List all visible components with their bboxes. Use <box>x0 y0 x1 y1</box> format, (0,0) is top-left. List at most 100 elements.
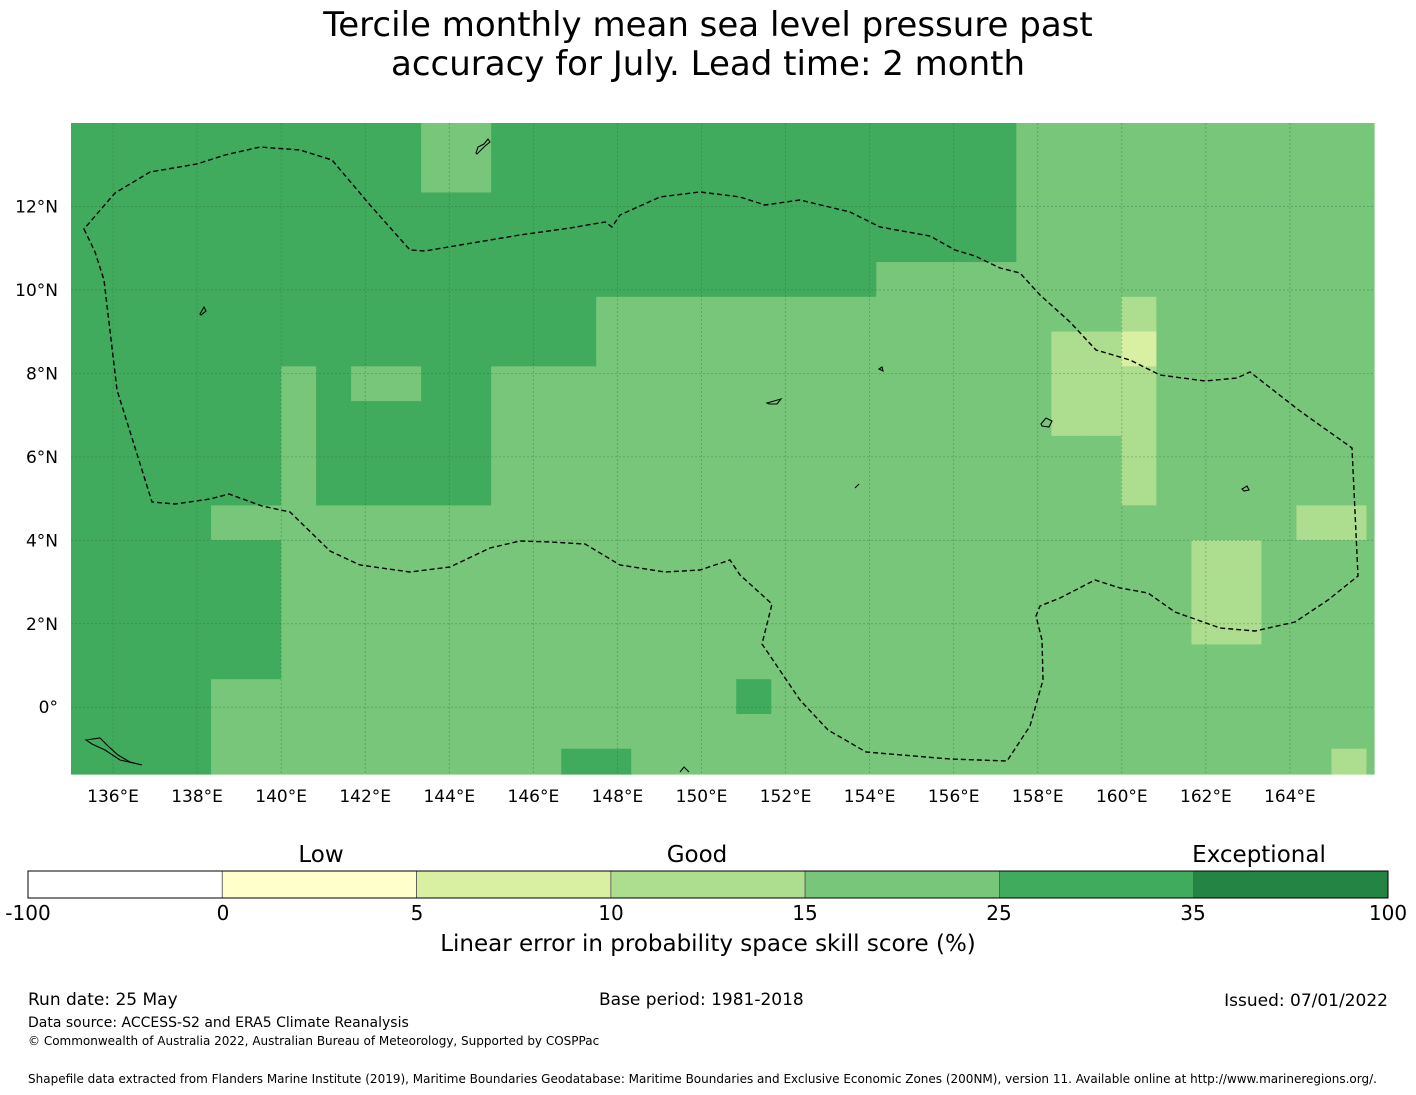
skill-cell <box>806 540 842 576</box>
skill-cell <box>631 262 667 298</box>
skill-cell <box>666 157 702 194</box>
skill-cell <box>246 296 282 333</box>
skill-cell <box>561 644 597 680</box>
skill-cell <box>771 227 807 263</box>
skill-cell <box>71 296 107 333</box>
issued-date: Issued: 07/01/2022 <box>1224 991 1388 1011</box>
skill-cell <box>1121 262 1157 298</box>
skill-cell <box>1226 505 1263 541</box>
skill-cell <box>771 435 807 472</box>
skill-cell <box>701 296 737 333</box>
skill-cell <box>561 574 597 611</box>
skill-cell <box>211 644 247 680</box>
skill-cell <box>246 262 282 298</box>
skill-cell <box>1296 470 1333 506</box>
skill-cell <box>1261 435 1298 472</box>
skill-cell <box>1051 401 1087 437</box>
base-period: Base period: 1981-2018 <box>599 990 804 1010</box>
skill-cell <box>281 644 317 680</box>
skill-cell <box>246 644 282 680</box>
skill-cell <box>106 574 142 611</box>
skill-cell <box>1261 227 1298 263</box>
longitude-labels: 136°E 138°E 140°E 142°E 144°E 146°E 148°E 150°E… <box>87 787 1316 807</box>
longitude-label: 140°E <box>255 787 307 807</box>
skill-cell <box>1261 713 1298 750</box>
skill-cell <box>421 540 457 576</box>
skill-cells <box>71 123 1375 775</box>
skill-cell <box>1086 401 1122 437</box>
skill-cell <box>1331 366 1368 402</box>
skill-cell <box>1191 679 1228 715</box>
skill-cell <box>211 435 247 472</box>
skill-cell <box>666 366 702 402</box>
skill-cell <box>456 713 492 750</box>
skill-cell <box>806 296 842 333</box>
skill-cell <box>771 296 807 333</box>
skill-cell <box>141 644 177 680</box>
skill-cell <box>666 505 702 541</box>
skill-cell <box>1331 227 1368 263</box>
skill-cell <box>211 505 247 541</box>
skill-cell <box>351 540 387 576</box>
skill-cell <box>806 679 842 715</box>
skill-cell <box>421 505 457 541</box>
skill-cell <box>596 296 632 333</box>
skill-cell <box>491 435 527 472</box>
skill-cell <box>1051 262 1087 298</box>
skill-cell <box>456 262 492 298</box>
skill-cell <box>1226 679 1263 715</box>
skill-cell <box>666 227 702 263</box>
skill-cell <box>1296 331 1333 367</box>
skill-cell <box>911 123 947 159</box>
skill-cell <box>911 366 947 402</box>
skill-cell <box>841 227 877 263</box>
skill-cell <box>1156 296 1193 333</box>
skill-cell <box>211 123 247 159</box>
skill-cell <box>806 401 842 437</box>
skill-cell <box>491 540 527 576</box>
skill-cell <box>211 609 247 646</box>
skill-cell <box>1226 540 1263 576</box>
skill-cell <box>526 470 562 506</box>
skill-cell <box>806 435 842 472</box>
skill-cell <box>666 435 702 472</box>
skill-cell <box>71 435 107 472</box>
skill-cell <box>561 540 597 576</box>
skill-cell <box>1331 262 1368 298</box>
skill-cell <box>71 123 107 159</box>
skill-cell <box>246 505 282 541</box>
skill-cell <box>491 331 527 367</box>
skill-cell <box>281 609 317 646</box>
skill-cell <box>876 505 912 541</box>
skill-cell <box>1016 540 1052 576</box>
skill-cell <box>701 401 737 437</box>
skill-cell <box>876 609 912 646</box>
skill-cell <box>946 679 982 715</box>
skill-cell <box>981 192 1017 228</box>
latitude-label: 10°N <box>15 281 58 301</box>
skill-cell <box>911 401 947 437</box>
skill-cell <box>281 540 317 576</box>
skill-cell <box>246 609 282 646</box>
island-coastline <box>199 305 207 316</box>
skill-cell <box>351 505 387 541</box>
skill-cell <box>806 574 842 611</box>
skill-cell <box>316 470 352 506</box>
skill-cell <box>561 401 597 437</box>
skill-cell <box>1016 296 1052 333</box>
skill-cell <box>176 157 212 194</box>
skill-cell <box>421 227 457 263</box>
skill-cell <box>386 296 422 333</box>
category-low: Low <box>298 842 344 868</box>
skill-cell <box>946 713 982 750</box>
skill-cell <box>1331 401 1368 437</box>
skill-cell <box>176 192 212 228</box>
skill-cell <box>1366 679 1375 715</box>
skill-cell <box>841 748 877 775</box>
skill-cell <box>1086 157 1122 194</box>
skill-cell <box>876 331 912 367</box>
skill-cell <box>1051 192 1087 228</box>
skill-cell <box>1016 644 1052 680</box>
skill-cell <box>106 470 142 506</box>
skill-cell <box>316 540 352 576</box>
